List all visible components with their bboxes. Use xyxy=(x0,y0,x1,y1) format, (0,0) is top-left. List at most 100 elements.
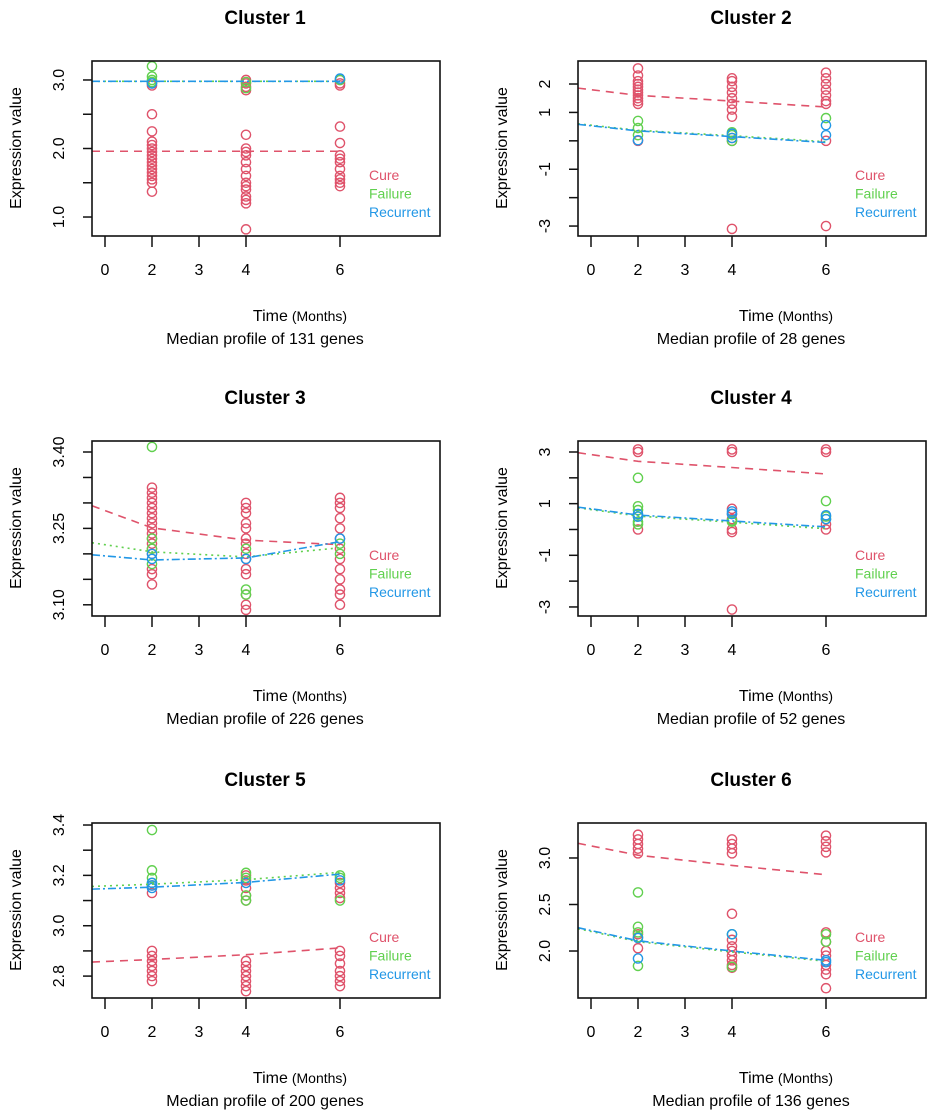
y-tick-label: 2.0 xyxy=(51,137,68,159)
data-point-cure xyxy=(820,847,832,858)
data-point-cure xyxy=(334,150,346,161)
fit-line-recurrent xyxy=(92,540,341,561)
x-tick-label: 4 xyxy=(728,262,737,279)
data-point-recurrent xyxy=(334,875,346,886)
data-point-cure xyxy=(820,73,832,84)
chart-title: Cluster 5 xyxy=(224,770,306,791)
data-point-failure xyxy=(820,495,832,507)
data-point-cure xyxy=(726,446,738,458)
data-point-cure xyxy=(240,548,252,560)
data-point-recurrent xyxy=(240,553,252,565)
data-point-cure xyxy=(334,945,346,957)
data-point-cure xyxy=(334,512,346,524)
data-point-failure xyxy=(146,441,158,453)
data-point-cure xyxy=(146,156,158,168)
legend-item-cure: Cure xyxy=(855,547,886,563)
x-tick-label: 4 xyxy=(242,262,251,279)
data-point-cure xyxy=(146,126,158,137)
data-point-cure xyxy=(726,81,738,93)
fit-line-failure xyxy=(92,871,341,888)
data-point-recurrent xyxy=(632,134,644,146)
fit-line-cure xyxy=(92,505,341,546)
y-tick-label: 3.0 xyxy=(537,847,554,869)
data-point-cure xyxy=(726,223,738,235)
data-point-recurrent xyxy=(334,533,346,544)
data-point-cure xyxy=(334,523,346,534)
data-point-cure xyxy=(334,180,346,192)
chart-title: Cluster 3 xyxy=(224,388,305,409)
data-point-cure xyxy=(726,98,738,110)
legend-item-failure: Failure xyxy=(369,948,412,964)
data-point-cure xyxy=(240,518,252,529)
legend-item-failure: Failure xyxy=(855,566,898,582)
data-point-failure xyxy=(334,895,346,906)
data-point-cure xyxy=(240,533,252,544)
data-point-cure xyxy=(240,163,252,175)
data-point-cure xyxy=(820,78,832,90)
data-point-failure xyxy=(146,865,158,876)
chart-subtitle: Median profile of 28 genes xyxy=(657,331,846,348)
plot-frame xyxy=(91,822,441,999)
y-tick-label: 1.0 xyxy=(51,206,68,228)
data-point-failure xyxy=(726,135,738,147)
data-point-cure xyxy=(240,180,252,192)
data-point-cure xyxy=(146,960,158,972)
y-tick-label: 1 xyxy=(537,108,554,117)
data-point-cure xyxy=(334,177,346,189)
data-point-cure xyxy=(820,84,832,95)
data-point-cure xyxy=(820,67,832,78)
data-point-cure xyxy=(726,526,738,538)
data-point-cure xyxy=(240,224,252,235)
data-point-failure xyxy=(146,824,158,836)
data-point-cure xyxy=(146,502,158,514)
data-point-failure xyxy=(146,533,158,544)
fit-line-recurrent xyxy=(578,926,827,962)
plot-frame xyxy=(577,822,927,999)
panel-cluster-3: Cluster 3 0 2 3 4 6 3.10 3.25 3.40 Expression val… xyxy=(8,388,441,728)
data-point-cure xyxy=(240,955,252,967)
data-point-recurrent xyxy=(632,953,644,964)
data-point-cure xyxy=(240,497,252,509)
legend-item-recurrent: Recurrent xyxy=(369,204,431,220)
data-point-recurrent xyxy=(820,119,832,131)
data-point-recurrent xyxy=(820,513,832,525)
data-point-cure xyxy=(632,848,644,859)
data-point-recurrent xyxy=(820,956,832,968)
data-point-cure xyxy=(146,139,158,151)
data-point-recurrent xyxy=(726,508,738,520)
data-point-cure xyxy=(632,446,644,458)
y-tick-label: 2 xyxy=(537,79,554,88)
x-tick-label: 4 xyxy=(728,642,737,659)
plot-area xyxy=(92,824,346,997)
x-tick-label: 0 xyxy=(101,1024,110,1041)
data-point-cure xyxy=(726,92,738,104)
data-point-cure xyxy=(334,584,346,595)
y-tick-label: -1 xyxy=(537,162,554,176)
legend-item-recurrent: Recurrent xyxy=(855,966,917,982)
legend-item-recurrent: Recurrent xyxy=(369,966,431,982)
data-point-cure xyxy=(240,599,252,611)
data-point-cure xyxy=(334,975,346,987)
y-tick-label: 2.5 xyxy=(537,893,554,915)
data-point-cure xyxy=(240,985,252,997)
y-axis-label: Expression value xyxy=(494,849,511,971)
fit-line-recurrent xyxy=(578,506,827,528)
legend-item-cure: Cure xyxy=(369,929,400,945)
data-point-cure xyxy=(146,507,158,519)
data-point-cure xyxy=(820,841,832,853)
data-point-cure xyxy=(334,497,346,509)
x-tick-label: 2 xyxy=(634,262,643,279)
y-axis-label: Expression value xyxy=(8,467,25,589)
data-point-recurrent xyxy=(146,78,158,89)
x-tick-label: 4 xyxy=(242,642,251,659)
data-point-cure xyxy=(240,568,252,580)
y-axis-label: Expression value xyxy=(494,87,511,209)
data-point-cure xyxy=(820,446,832,458)
data-point-cure xyxy=(632,95,644,107)
x-axis-label: Time (Months) xyxy=(739,688,833,705)
fit-line-failure xyxy=(578,507,827,530)
data-point-failure xyxy=(820,928,832,940)
data-point-cure xyxy=(632,98,644,110)
data-point-cure xyxy=(146,482,158,493)
data-point-cure xyxy=(240,563,252,575)
